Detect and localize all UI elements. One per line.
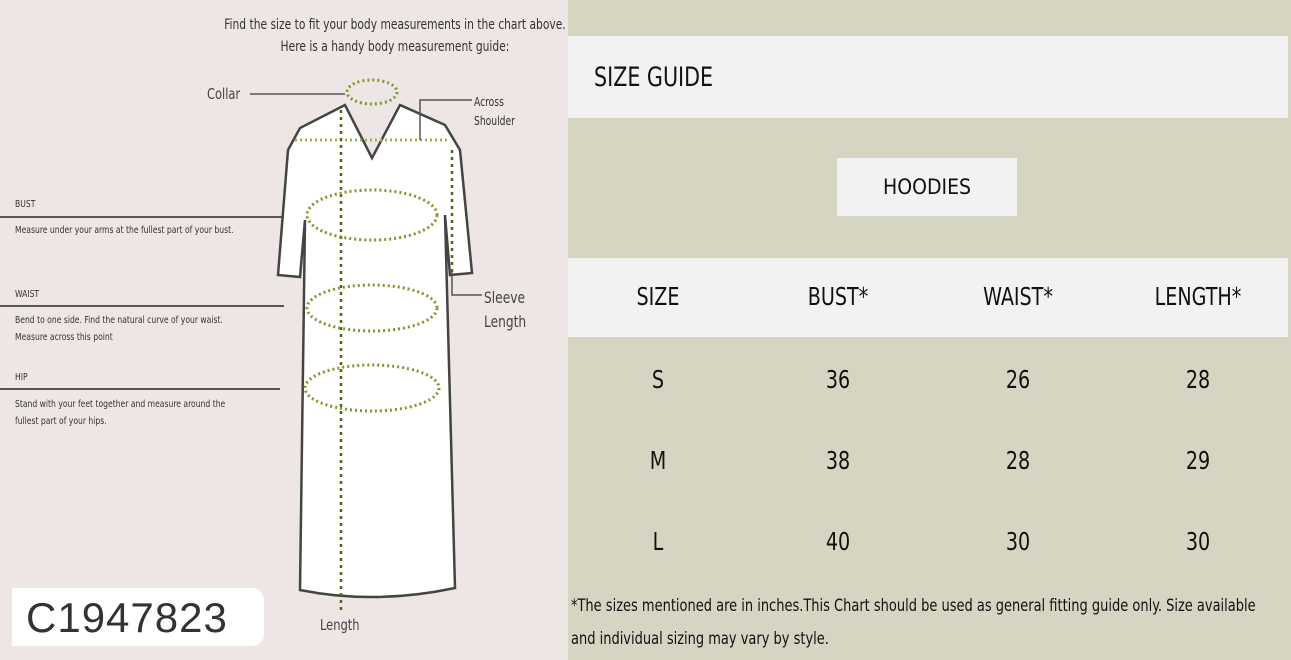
cell-waist: 30 <box>1005 527 1031 556</box>
guide-intro: Find the size to fit your body measureme… <box>224 17 566 55</box>
hip-title: HIP <box>15 372 28 383</box>
cell-size: L <box>652 527 664 556</box>
size-guide-title: SIZE GUIDE <box>594 62 714 93</box>
header-waist: WAIST* <box>983 282 1053 311</box>
sleeve-length-label: Sleeve Length <box>484 288 527 331</box>
cell-length: 30 <box>1185 527 1211 556</box>
length-label: Length <box>320 616 360 634</box>
size-guide-panel: SIZE GUIDE HOODIES SIZE BUST* WAIST* LEN… <box>568 0 1291 660</box>
across-shoulder-label: Across Shoulder <box>474 95 515 128</box>
header-bust: BUST* <box>807 282 869 311</box>
hip-desc: Stand with your feet together and measur… <box>15 399 226 427</box>
size-note: *The sizes mentioned are in inches.This … <box>571 596 1256 649</box>
product-code: C1947823 <box>12 588 264 646</box>
title-band: SIZE GUIDE <box>568 36 1288 118</box>
bust-title: BUST <box>15 199 36 210</box>
cell-bust: 40 <box>825 527 851 556</box>
measurement-guide: Find the size to fit your body measureme… <box>0 0 568 660</box>
cell-waist: 28 <box>1005 446 1031 475</box>
collar-label: Collar <box>207 85 241 103</box>
cell-length: 29 <box>1185 446 1211 475</box>
waist-desc: Bend to one side. Find the natural curve… <box>15 315 223 343</box>
bust-desc: Measure under your arms at the fullest p… <box>15 225 234 236</box>
garment-illustration <box>250 78 482 610</box>
header-length: LENGTH* <box>1154 282 1242 311</box>
header-size: SIZE <box>636 282 680 311</box>
waist-title: WAIST <box>15 289 40 300</box>
category-label: HOODIES <box>837 158 1017 216</box>
cell-bust: 38 <box>825 446 851 475</box>
cell-size: S <box>651 365 665 394</box>
table-header: SIZE BUST* WAIST* LENGTH* <box>568 258 1288 337</box>
cell-size: M <box>649 446 667 475</box>
cell-waist: 26 <box>1005 365 1031 394</box>
cell-length: 28 <box>1185 365 1211 394</box>
cell-bust: 36 <box>825 365 851 394</box>
